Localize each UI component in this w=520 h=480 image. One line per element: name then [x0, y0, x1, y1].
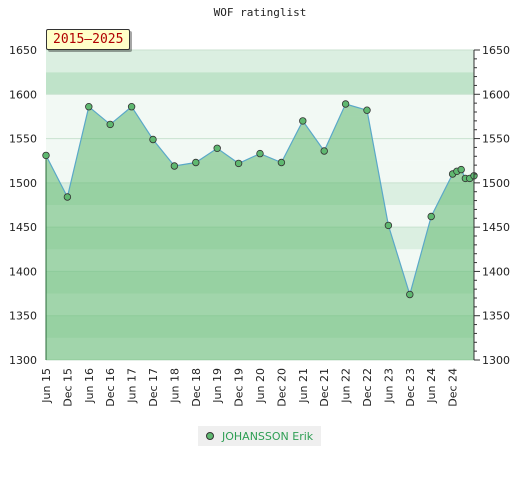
x-tick-label: Dec 22: [361, 368, 374, 407]
data-point: [256, 149, 264, 158]
data-point: [85, 102, 93, 111]
data-point: [149, 135, 157, 144]
y-tick-label-right: 1450: [482, 221, 510, 234]
x-tick-label: Jun 18: [168, 368, 181, 404]
x-tick-label: Dec 15: [61, 368, 74, 407]
x-tick-label: Dec 20: [275, 368, 288, 407]
y-axis-right: 1300 1350 1400 1450 1500 1550 1600 1650: [482, 44, 510, 367]
x-axis: Jun 15 Dec 15 Jun 16 Dec 16 Jun 17 Dec 17 Jun …: [40, 368, 460, 407]
x-tick-label: Dec 21: [318, 368, 331, 407]
y-tick-label-left: 1400: [9, 265, 37, 278]
y-tick-label-right: 1650: [482, 44, 510, 57]
x-tick-label: Jun 17: [126, 368, 139, 404]
legend-label: JOHANSSON Erik: [222, 429, 314, 443]
x-tick-label: Dec 19: [233, 368, 246, 407]
data-point: [363, 106, 371, 114]
data-point: [427, 212, 435, 221]
x-tick-label: Jun 23: [382, 368, 395, 404]
legend: JOHANSSON Erik: [198, 426, 322, 446]
y-tick-label-right: 1500: [482, 177, 510, 190]
data-point: [127, 102, 136, 111]
x-tick-label: Dec 23: [404, 368, 417, 407]
data-point: [299, 117, 307, 125]
y-tick-label-right: 1400: [482, 265, 510, 278]
chart-title: WOF ratinglist: [214, 6, 307, 19]
axes: [473, 49, 480, 361]
y-tick-label-left: 1550: [9, 133, 37, 146]
data-point: [277, 158, 286, 167]
data-points: [42, 100, 478, 299]
y-tick-label-left: 1600: [9, 88, 37, 101]
data-point: [42, 151, 50, 160]
y-tick-label-left: 1500: [9, 177, 37, 190]
x-tick-label: Jun 21: [297, 368, 310, 404]
y-tick-label-right: 1300: [482, 354, 510, 367]
data-point: [192, 158, 200, 167]
data-point: [63, 193, 72, 201]
x-tick-label: Dec 18: [190, 368, 203, 407]
x-tick-label: Dec 24: [447, 368, 460, 407]
series-area: [46, 104, 474, 360]
y-tick-label-right: 1350: [482, 310, 510, 323]
background-band: [46, 72, 474, 95]
data-point: [106, 120, 114, 129]
x-tick-label: Jun 20: [254, 368, 267, 404]
data-point: [406, 290, 414, 299]
background-band: [46, 94, 474, 117]
background-band: [46, 50, 474, 73]
legend-marker-icon: [206, 432, 214, 440]
x-tick-label: Jun 22: [340, 368, 353, 404]
data-point: [170, 162, 179, 170]
y-tick-label-right: 1550: [482, 133, 510, 146]
x-tick-label: Dec 17: [147, 368, 160, 407]
y-tick-label-right: 1600: [482, 88, 510, 101]
x-tick-label: Jun 16: [83, 368, 96, 404]
y-axis-left: 1300 1350 1400 1450 1500 1550 1600 1650: [9, 44, 37, 367]
data-point: [213, 144, 221, 152]
y-tick-label-left: 1650: [9, 44, 37, 57]
y-tick-label-left: 1350: [9, 310, 37, 323]
y-tick-label-left: 1450: [9, 221, 37, 234]
y-tick-label-left: 1300: [9, 354, 37, 367]
x-tick-label: Jun 24: [425, 368, 438, 404]
x-tick-label: Jun 15: [40, 368, 53, 404]
x-tick-label: Jun 19: [211, 368, 224, 404]
period-badge: 2015–2025: [46, 29, 131, 50]
x-tick-label: Dec 16: [104, 368, 117, 407]
data-point: [384, 221, 393, 230]
data-point: [320, 147, 328, 155]
data-point: [234, 159, 243, 168]
data-point: [341, 100, 350, 108]
data-point: [457, 165, 465, 174]
